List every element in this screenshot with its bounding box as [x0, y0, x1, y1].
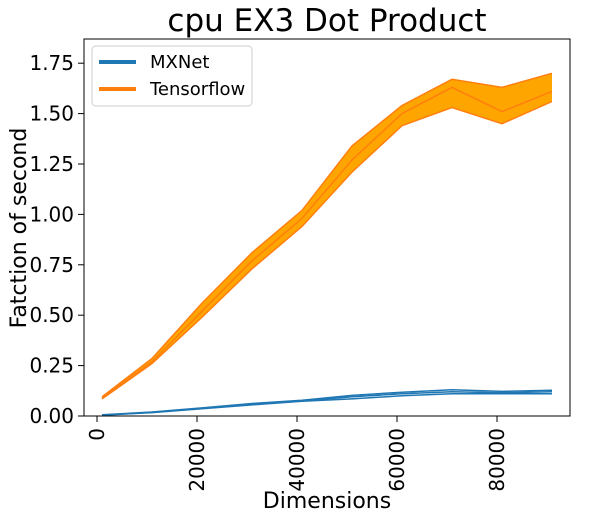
- y-tick-label: 1.50: [29, 102, 74, 126]
- x-axis-ticks: 0 20000 40000 60000 80000: [85, 416, 509, 492]
- y-tick-label: 0.25: [29, 354, 74, 378]
- tensorflow-lower-line: [101, 100, 553, 400]
- chart-title: cpu EX3 Dot Product: [167, 3, 486, 39]
- tensorflow-band: [102, 73, 552, 399]
- x-tick-label: 20000: [185, 428, 209, 492]
- mxnet-legend-label: MXNet: [150, 52, 209, 73]
- x-tick-label: 80000: [485, 428, 509, 492]
- x-axis-label: Dimensions: [263, 489, 391, 514]
- y-tick-label: 1.75: [29, 51, 74, 75]
- x-tick-label: 0: [85, 428, 109, 441]
- x-tick-label: 40000: [285, 428, 309, 492]
- tensorflow-series-line: [101, 86, 553, 399]
- y-tick-label: 0.50: [29, 303, 74, 327]
- plot-area: [83, 38, 571, 417]
- tensorflow-upper-line: [101, 72, 553, 398]
- y-tick-label: 0.75: [29, 253, 74, 277]
- legend: MXNet Tensorflow: [91, 45, 253, 107]
- y-tick-label: 1.25: [29, 152, 74, 176]
- y-axis-ticks: 0.00 0.25 0.50 0.75 1.00 1.25 1.50 1.75: [29, 51, 84, 428]
- tensorflow-legend-label: Tensorflow: [149, 79, 245, 100]
- mxnet-series-line: [101, 391, 553, 416]
- y-axis-label: Fatction of second: [7, 128, 32, 329]
- mxnet-lower-line: [101, 393, 552, 416]
- y-tick-label: 1.00: [29, 202, 74, 226]
- axes-frame: [83, 38, 571, 417]
- x-tick-label: 60000: [385, 428, 409, 492]
- y-tick-label: 0.00: [29, 404, 74, 428]
